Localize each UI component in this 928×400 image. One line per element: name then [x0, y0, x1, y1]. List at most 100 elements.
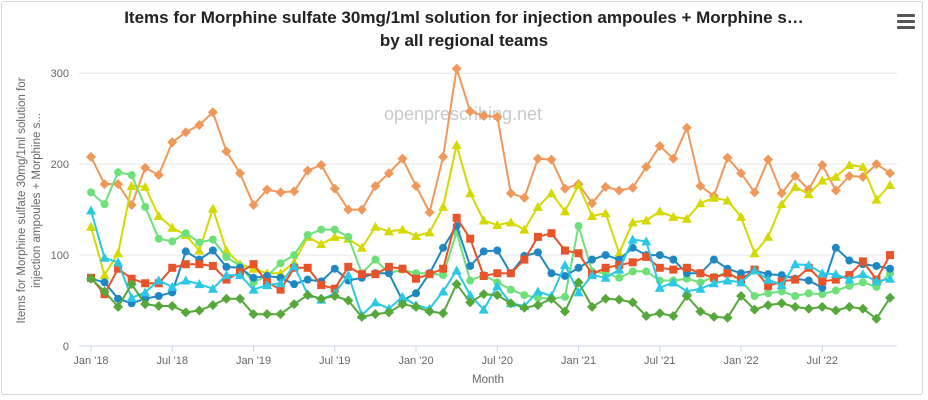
- data-point: [451, 63, 462, 74]
- series-line: [90, 144, 891, 277]
- data-point: [439, 271, 448, 280]
- data-point: [790, 181, 801, 191]
- y-axis-ticks: 0 100 200 300: [51, 68, 69, 353]
- data-point: [438, 201, 449, 211]
- data-point: [627, 217, 638, 227]
- data-point: [546, 188, 557, 198]
- data-point: [303, 231, 312, 240]
- y-tick-label: 300: [51, 68, 69, 80]
- data-point: [628, 258, 637, 267]
- data-point: [397, 291, 408, 301]
- data-point: [466, 276, 475, 285]
- data-point: [546, 293, 557, 304]
- data-point: [736, 277, 747, 287]
- data-point: [614, 264, 625, 274]
- data-point: [614, 248, 625, 258]
- data-point: [451, 279, 462, 290]
- data-point: [248, 284, 259, 294]
- data-point: [559, 260, 570, 270]
- data-point: [520, 291, 529, 300]
- data-point: [587, 210, 598, 220]
- data-point: [668, 310, 679, 321]
- data-point: [519, 302, 530, 313]
- data-point: [397, 153, 408, 164]
- data-point: [222, 252, 231, 261]
- data-point: [290, 280, 299, 289]
- data-point: [871, 159, 882, 170]
- data-point: [153, 170, 164, 181]
- data-point: [194, 120, 205, 131]
- data-point: [316, 160, 327, 171]
- data-point: [478, 289, 489, 300]
- data-point: [330, 264, 339, 273]
- data-point: [411, 301, 422, 312]
- data-point: [520, 255, 529, 264]
- data-point: [99, 252, 110, 262]
- data-point: [208, 246, 217, 255]
- y-tick-label: 0: [63, 341, 69, 353]
- data-point: [493, 246, 502, 255]
- data-point: [371, 255, 380, 264]
- data-point: [817, 160, 828, 171]
- data-point: [654, 282, 665, 292]
- data-point: [127, 171, 136, 180]
- data-point: [248, 200, 259, 211]
- menu-bar: [897, 26, 915, 29]
- data-point: [573, 287, 584, 297]
- data-point: [601, 251, 610, 260]
- data-point: [871, 194, 882, 204]
- series-6: [86, 273, 895, 324]
- data-point: [600, 293, 611, 304]
- data-point: [506, 285, 515, 294]
- data-point: [844, 170, 855, 181]
- data-point: [439, 243, 448, 252]
- data-point: [764, 281, 773, 290]
- data-point: [668, 211, 679, 221]
- data-point: [371, 270, 380, 279]
- data-point: [478, 215, 489, 225]
- data-point: [167, 300, 178, 311]
- data-point: [248, 263, 259, 273]
- data-point: [886, 251, 894, 260]
- data-point: [451, 265, 462, 275]
- data-point: [465, 106, 476, 117]
- data-point: [100, 200, 109, 209]
- x-tick-label: Jul '19: [319, 355, 350, 367]
- hamburger-menu-icon[interactable]: [897, 14, 915, 30]
- data-point: [587, 198, 598, 209]
- data-point: [654, 206, 665, 216]
- data-point: [532, 201, 543, 211]
- data-point: [776, 188, 787, 199]
- data-point: [466, 261, 475, 270]
- data-point: [776, 280, 787, 290]
- data-point: [722, 312, 733, 323]
- data-point: [764, 289, 773, 298]
- data-point: [207, 203, 218, 213]
- data-point: [167, 222, 178, 232]
- series-0: [86, 63, 895, 218]
- data-point: [153, 275, 164, 285]
- data-point: [546, 154, 557, 165]
- data-point: [140, 287, 151, 297]
- data-point: [696, 269, 705, 278]
- data-point: [736, 168, 747, 179]
- data-point: [532, 300, 543, 311]
- data-point: [383, 168, 394, 179]
- data-point: [533, 293, 542, 302]
- data-point: [438, 151, 449, 162]
- data-point: [153, 300, 164, 311]
- data-point: [776, 298, 787, 309]
- data-point: [871, 276, 882, 286]
- data-point: [344, 262, 353, 271]
- data-point: [641, 215, 652, 225]
- data-point: [560, 246, 569, 255]
- data-point: [140, 162, 151, 173]
- data-point: [221, 146, 232, 157]
- data-point: [641, 236, 652, 246]
- data-point: [803, 303, 814, 314]
- data-point: [791, 275, 800, 284]
- data-point: [289, 186, 300, 197]
- series-group: [86, 63, 895, 324]
- data-point: [695, 283, 706, 293]
